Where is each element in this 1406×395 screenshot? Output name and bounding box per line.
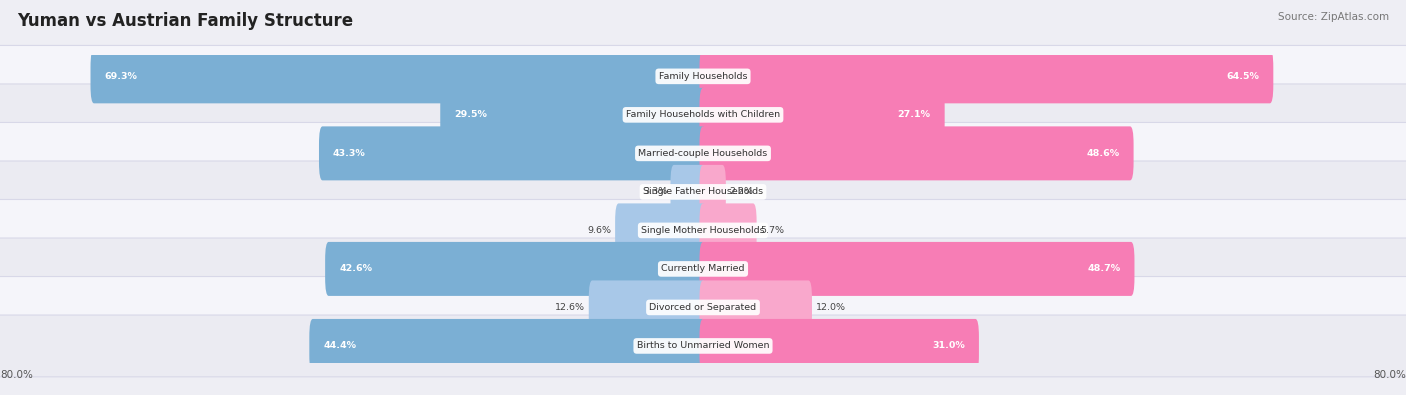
FancyBboxPatch shape <box>0 315 1406 377</box>
Text: Currently Married: Currently Married <box>661 264 745 273</box>
FancyBboxPatch shape <box>700 88 945 142</box>
Text: 44.4%: 44.4% <box>323 341 356 350</box>
FancyBboxPatch shape <box>700 203 756 258</box>
Text: 80.0%: 80.0% <box>0 370 32 380</box>
FancyBboxPatch shape <box>700 49 1274 103</box>
Text: 27.1%: 27.1% <box>897 110 931 119</box>
FancyBboxPatch shape <box>700 280 813 335</box>
Text: 5.7%: 5.7% <box>761 226 785 235</box>
FancyBboxPatch shape <box>0 161 1406 223</box>
Text: 48.6%: 48.6% <box>1087 149 1119 158</box>
Text: 12.0%: 12.0% <box>815 303 845 312</box>
Text: 29.5%: 29.5% <box>454 110 488 119</box>
FancyBboxPatch shape <box>616 203 707 258</box>
Text: 12.6%: 12.6% <box>555 303 585 312</box>
Text: 48.7%: 48.7% <box>1087 264 1121 273</box>
Text: 9.6%: 9.6% <box>588 226 612 235</box>
FancyBboxPatch shape <box>309 319 707 373</box>
Text: Married-couple Households: Married-couple Households <box>638 149 768 158</box>
Text: Family Households with Children: Family Households with Children <box>626 110 780 119</box>
FancyBboxPatch shape <box>325 242 707 296</box>
Text: 31.0%: 31.0% <box>932 341 965 350</box>
Text: Single Mother Households: Single Mother Households <box>641 226 765 235</box>
Text: 43.3%: 43.3% <box>333 149 366 158</box>
Text: 3.3%: 3.3% <box>643 187 666 196</box>
Text: Yuman vs Austrian Family Structure: Yuman vs Austrian Family Structure <box>17 12 353 30</box>
FancyBboxPatch shape <box>0 122 1406 184</box>
FancyBboxPatch shape <box>440 88 707 142</box>
FancyBboxPatch shape <box>0 45 1406 107</box>
Text: 2.2%: 2.2% <box>730 187 754 196</box>
FancyBboxPatch shape <box>0 199 1406 261</box>
Text: 69.3%: 69.3% <box>104 72 138 81</box>
Text: Single Father Households: Single Father Households <box>643 187 763 196</box>
FancyBboxPatch shape <box>671 165 707 219</box>
FancyBboxPatch shape <box>90 49 706 103</box>
FancyBboxPatch shape <box>589 280 707 335</box>
Text: 80.0%: 80.0% <box>1374 370 1406 380</box>
Text: Source: ZipAtlas.com: Source: ZipAtlas.com <box>1278 12 1389 22</box>
Text: Family Households: Family Households <box>659 72 747 81</box>
FancyBboxPatch shape <box>700 165 725 219</box>
FancyBboxPatch shape <box>700 126 1133 181</box>
Text: Divorced or Separated: Divorced or Separated <box>650 303 756 312</box>
FancyBboxPatch shape <box>0 84 1406 146</box>
FancyBboxPatch shape <box>700 242 1135 296</box>
Text: 64.5%: 64.5% <box>1226 72 1260 81</box>
Text: Births to Unmarried Women: Births to Unmarried Women <box>637 341 769 350</box>
FancyBboxPatch shape <box>0 276 1406 339</box>
Legend: Yuman, Austrian: Yuman, Austrian <box>628 392 778 395</box>
FancyBboxPatch shape <box>319 126 707 181</box>
Text: 42.6%: 42.6% <box>339 264 373 273</box>
FancyBboxPatch shape <box>0 238 1406 300</box>
FancyBboxPatch shape <box>700 319 979 373</box>
